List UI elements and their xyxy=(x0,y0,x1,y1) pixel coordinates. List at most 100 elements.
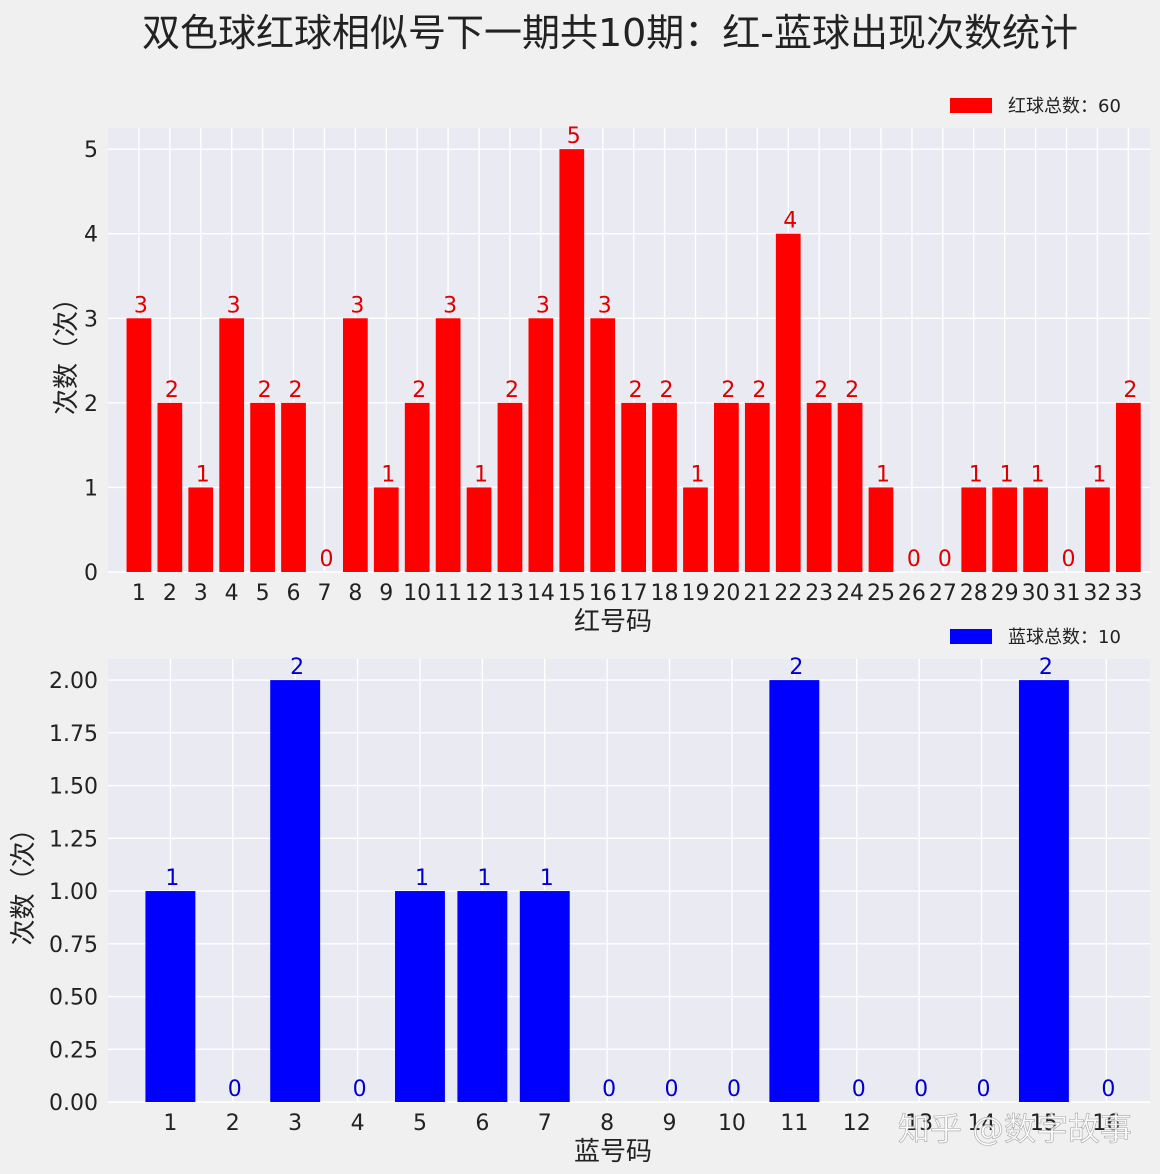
red-xtick-label: 1 xyxy=(132,581,146,606)
red-bar xyxy=(281,402,306,572)
red-xtick-label: 5 xyxy=(256,581,270,606)
red-bar xyxy=(466,487,492,572)
red-xtick-label: 22 xyxy=(774,581,802,606)
red-data-label: 1 xyxy=(196,462,210,487)
blue-xtick-label: 10 xyxy=(718,1111,746,1136)
red-bar xyxy=(1085,487,1110,572)
red-data-label: 2 xyxy=(660,378,674,403)
red-xtick-label: 25 xyxy=(867,581,895,606)
red-bar xyxy=(497,402,523,572)
red-ytick-label: 5 xyxy=(84,138,98,163)
red-xtick-label: 33 xyxy=(1114,581,1142,606)
red-bar xyxy=(1115,402,1141,572)
red-xtick-label: 21 xyxy=(743,581,771,606)
red-data-label: 2 xyxy=(845,378,859,403)
blue-ytick-label: 0.25 xyxy=(49,1038,98,1063)
red-bar xyxy=(806,402,832,572)
red-bar xyxy=(744,402,770,572)
blue-xtick-label: 8 xyxy=(600,1111,614,1136)
red-xtick-label: 23 xyxy=(805,581,833,606)
red-bar xyxy=(404,402,430,572)
red-bar xyxy=(126,318,152,572)
red-data-label: 2 xyxy=(721,378,735,403)
red-xtick-label: 18 xyxy=(651,581,679,606)
blue-xtick-label: 9 xyxy=(663,1111,677,1136)
red-xtick-label: 4 xyxy=(225,581,239,606)
red-ytick-label: 1 xyxy=(84,476,98,501)
red-bar xyxy=(219,318,245,572)
blue-xtick-label: 6 xyxy=(475,1111,489,1136)
red-data-label: 1 xyxy=(690,462,704,487)
blue-bar xyxy=(457,891,508,1102)
red-data-label: 1 xyxy=(969,462,983,487)
red-data-label: 5 xyxy=(567,124,581,149)
red-data-label: 2 xyxy=(258,378,272,403)
red-ytick-label: 2 xyxy=(84,392,98,417)
red-ytick-label: 0 xyxy=(84,561,98,586)
blue-bar xyxy=(270,680,321,1102)
chart-title: 双色球红球相似号下一期共10期：红-蓝球出现次数统计 xyxy=(142,11,1078,55)
blue-data-label: 0 xyxy=(727,1077,741,1102)
red-legend-label: 红球总数：60 xyxy=(1008,96,1121,117)
red-data-label: 2 xyxy=(752,378,766,403)
red-data-label: 4 xyxy=(783,209,797,234)
red-xtick-label: 32 xyxy=(1083,581,1111,606)
blue-ytick-label: 1.50 xyxy=(49,775,98,800)
red-data-label: 3 xyxy=(350,293,364,318)
red-bar xyxy=(373,487,399,572)
red-xtick-label: 7 xyxy=(317,581,331,606)
blue-ytick-label: 1.25 xyxy=(49,827,98,852)
blue-data-label: 1 xyxy=(415,866,429,891)
red-xtick-label: 24 xyxy=(836,581,864,606)
red-xtick-label: 29 xyxy=(991,581,1019,606)
red-data-label: 0 xyxy=(938,547,952,572)
blue-data-label: 0 xyxy=(914,1077,928,1102)
blue-bar xyxy=(1018,680,1069,1102)
red-xtick-label: 16 xyxy=(589,581,617,606)
blue-data-label: 0 xyxy=(852,1077,866,1102)
red-bar xyxy=(961,487,987,572)
red-data-label: 0 xyxy=(319,547,333,572)
red-xtick-label: 27 xyxy=(929,581,957,606)
blue-xtick-label: 2 xyxy=(226,1111,240,1136)
blue-ytick-label: 0.75 xyxy=(49,933,98,958)
blue-bar xyxy=(145,891,196,1102)
blue-xtick-label: 5 xyxy=(413,1111,427,1136)
blue-data-label: 1 xyxy=(477,866,491,891)
blue-xtick-label: 15 xyxy=(1030,1111,1058,1136)
blue-data-label: 0 xyxy=(977,1077,991,1102)
red-bar xyxy=(714,402,739,572)
red-xtick-label: 28 xyxy=(960,581,988,606)
red-bar xyxy=(559,149,585,572)
red-xtick-label: 9 xyxy=(379,581,393,606)
blue-legend-swatch xyxy=(950,629,992,644)
red-xtick-label: 2 xyxy=(163,581,177,606)
red-xtick-label: 10 xyxy=(403,581,431,606)
red-bar xyxy=(868,487,894,572)
blue-xtick-label: 4 xyxy=(351,1111,365,1136)
watermark: 知乎 @数字故事 xyxy=(898,1110,1132,1148)
blue-data-label: 2 xyxy=(290,655,304,680)
blue-xtick-label: 11 xyxy=(780,1111,808,1136)
red-data-label: 2 xyxy=(412,378,426,403)
blue-data-label: 0 xyxy=(665,1077,679,1102)
red-xtick-label: 13 xyxy=(496,581,524,606)
red-bar xyxy=(528,318,554,572)
red-data-label: 1 xyxy=(381,462,395,487)
blue-data-label: 0 xyxy=(602,1077,616,1102)
blue-x-axis-label: 蓝号码 xyxy=(574,1137,652,1167)
red-bar xyxy=(683,487,708,572)
blue-ytick-label: 1.75 xyxy=(49,722,98,747)
red-data-label: 2 xyxy=(505,378,519,403)
blue-ytick-label: 0.50 xyxy=(49,986,98,1011)
red-data-label: 1 xyxy=(876,462,890,487)
red-data-label: 3 xyxy=(443,293,457,318)
blue-legend: 蓝球总数：10 xyxy=(950,627,1121,648)
blue-data-label: 0 xyxy=(1101,1077,1115,1102)
red-xtick-label: 6 xyxy=(287,581,301,606)
blue-ytick-label: 1.00 xyxy=(49,880,98,905)
red-data-label: 2 xyxy=(814,378,828,403)
red-data-label: 3 xyxy=(598,293,612,318)
